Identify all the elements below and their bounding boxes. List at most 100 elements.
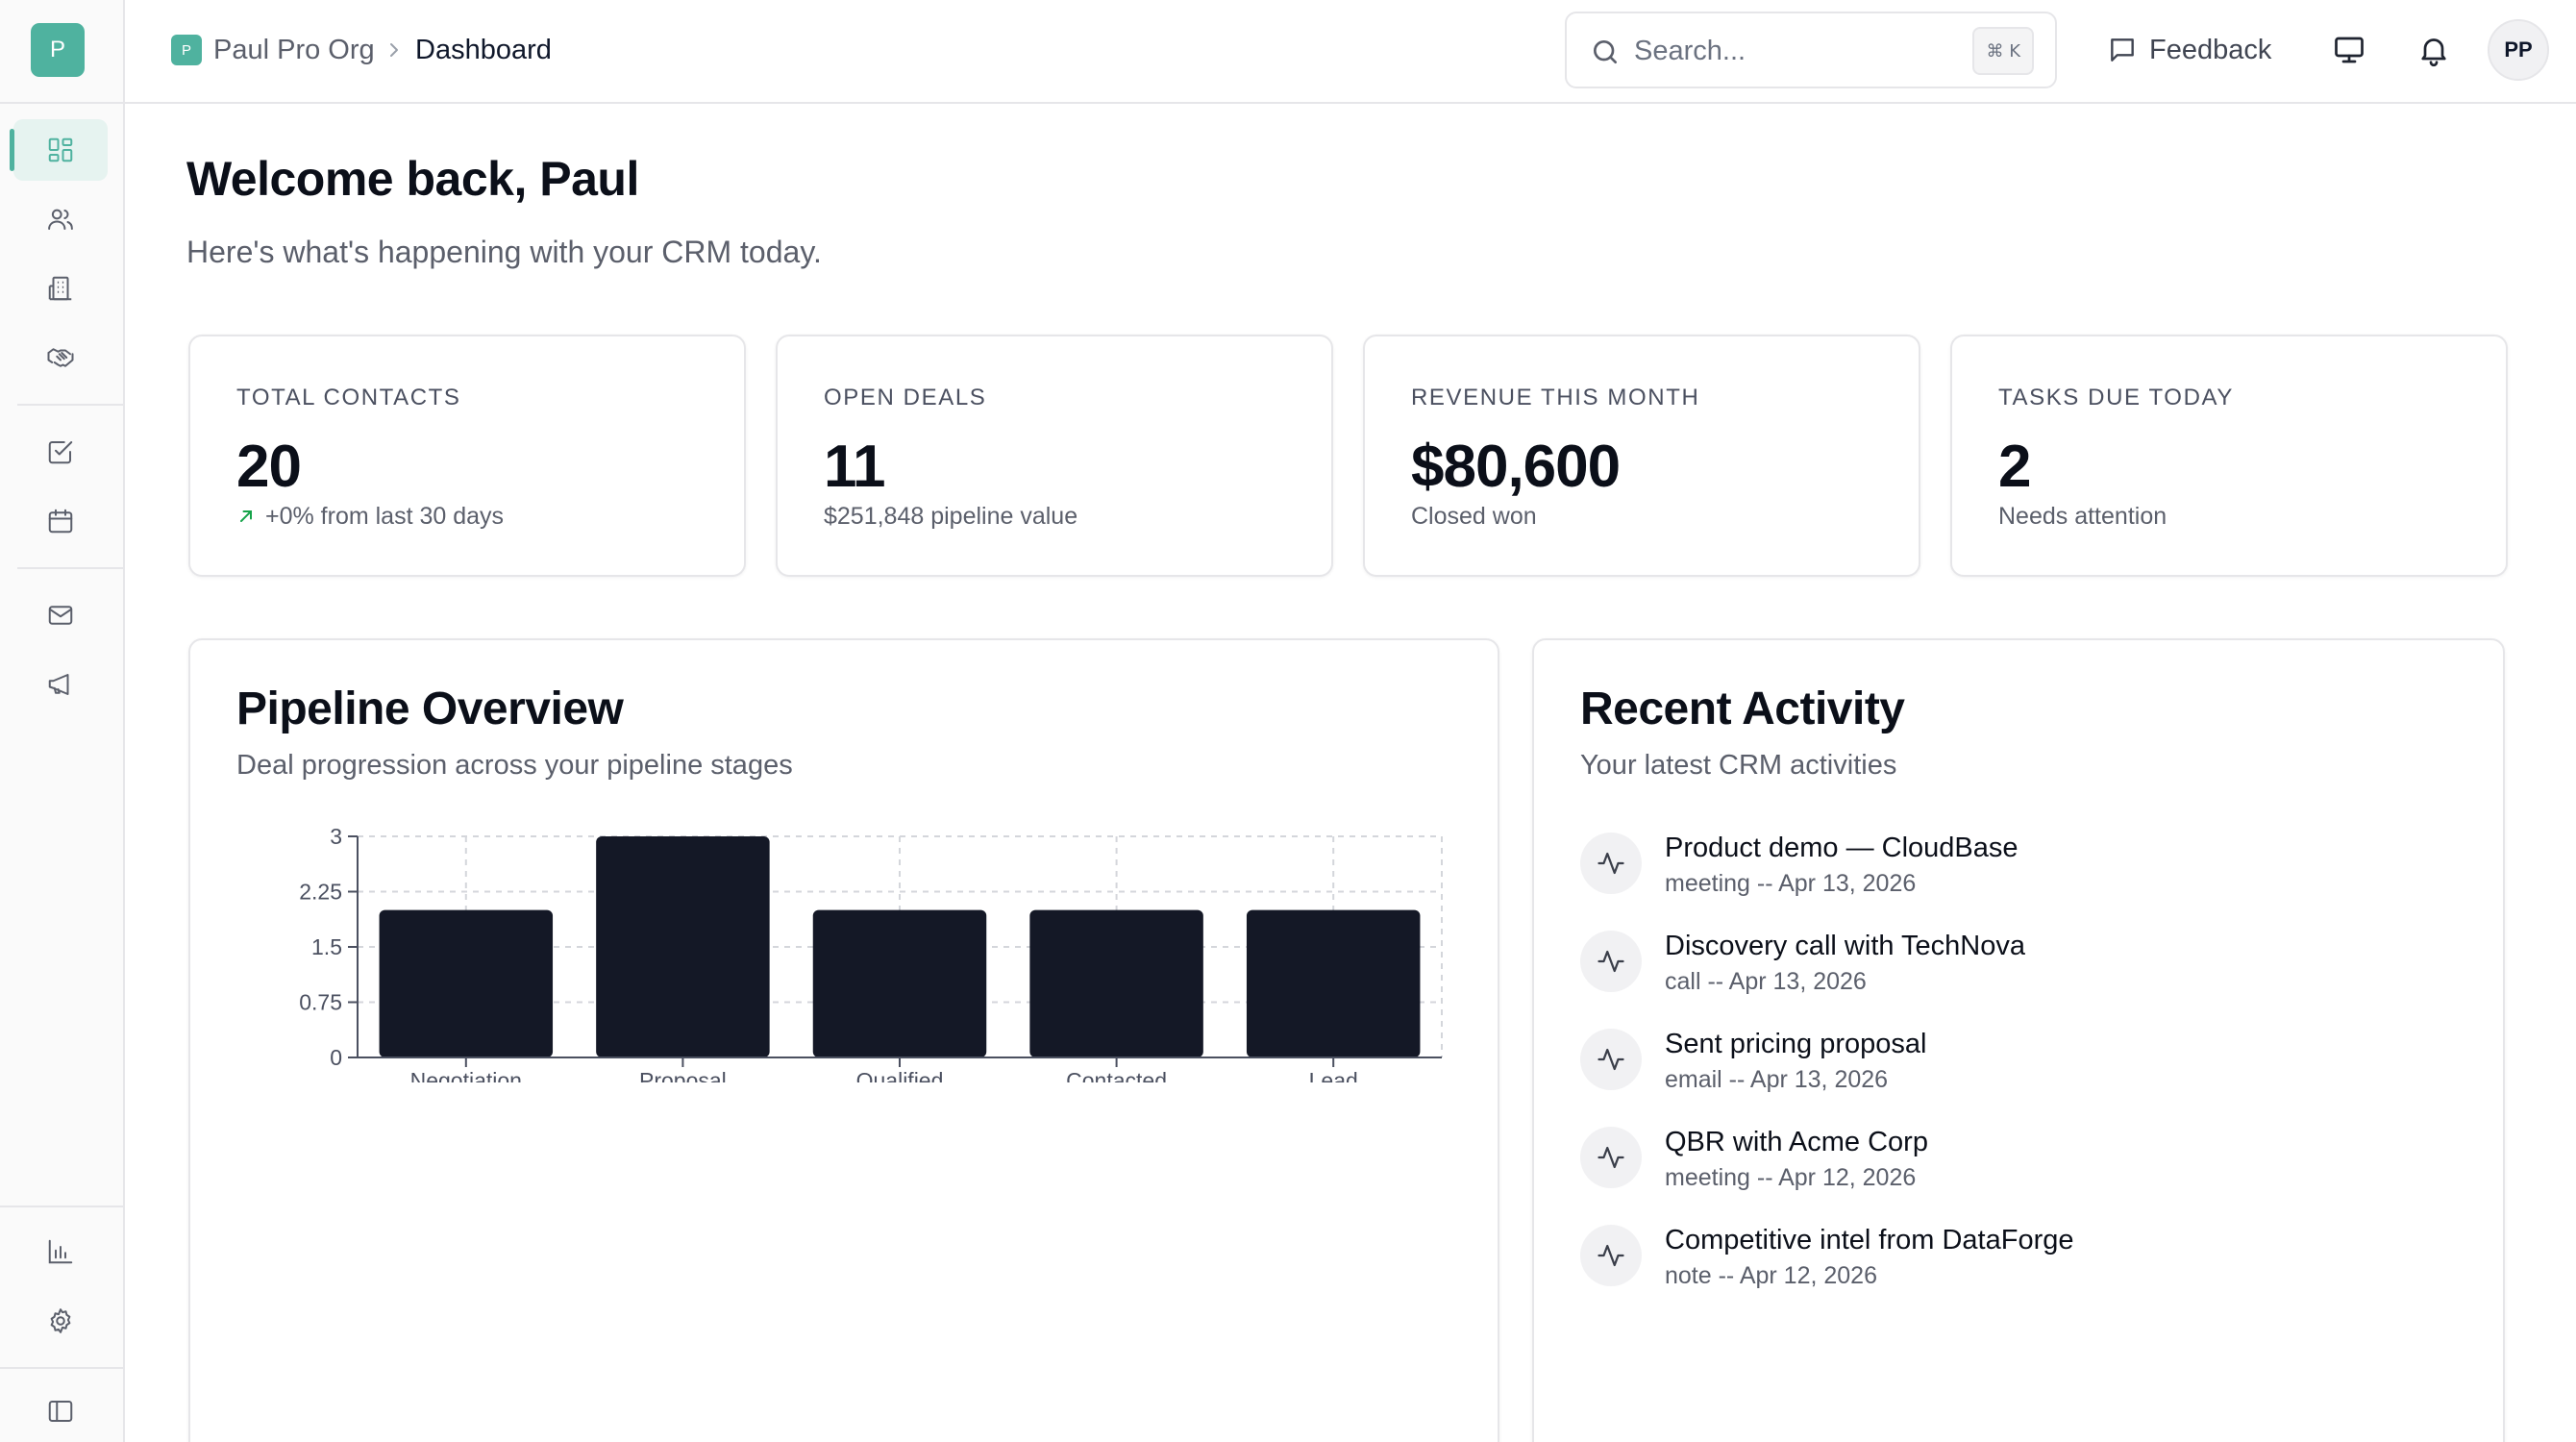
x-tick-label: Qualified xyxy=(856,1068,944,1082)
search-box[interactable]: ⌘ K xyxy=(1565,12,2057,88)
panel-title: Pipeline Overview xyxy=(236,684,624,734)
stat-value: 20 xyxy=(236,434,302,500)
reports-icon xyxy=(48,1239,73,1264)
activity-icon-wrap xyxy=(1580,1225,1642,1286)
pipeline-overview-panel: Pipeline Overview Deal progression acros… xyxy=(188,638,1499,1442)
stat-value: $80,600 xyxy=(1411,434,1621,500)
activity-pulse-icon xyxy=(1598,852,1624,875)
activity-item[interactable]: Product demo — CloudBase meeting -- Apr … xyxy=(1580,829,2445,907)
activity-icon-wrap xyxy=(1580,1127,1642,1188)
stat-label: REVENUE THIS MONTH xyxy=(1411,385,1700,410)
y-tick-label: 0.75 xyxy=(299,990,342,1015)
sidebar: P xyxy=(0,0,125,1442)
sidebar-item-settings[interactable] xyxy=(13,1290,108,1352)
bar-lead xyxy=(1246,909,1421,1057)
y-tick-label: 1.5 xyxy=(311,934,342,959)
dashboard-icon xyxy=(48,137,73,162)
stat-label: OPEN DEALS xyxy=(824,385,987,410)
sidebar-divider xyxy=(17,404,123,406)
sidebar-divider xyxy=(0,1206,125,1207)
stat-value: 2 xyxy=(1998,434,2031,500)
stat-note: +0% from last 30 days xyxy=(236,500,504,533)
activity-pulse-icon xyxy=(1598,1048,1624,1071)
stat-card-revenue-this-month: REVENUE THIS MONTH $80,600 Closed won xyxy=(1363,335,1920,577)
activity-icon-wrap xyxy=(1580,1029,1642,1090)
collapse-sidebar-button[interactable] xyxy=(13,1380,108,1442)
activity-item[interactable]: Competitive intel from DataForge note --… xyxy=(1580,1221,2445,1300)
breadcrumb-current-page: Dashboard xyxy=(415,35,552,65)
sidebar-item-calendar[interactable] xyxy=(13,490,108,552)
activity-title: Product demo — CloudBase xyxy=(1665,833,2019,863)
y-tick-label: 0 xyxy=(330,1045,342,1070)
y-tick-label: 2.25 xyxy=(299,880,342,905)
stat-note: Needs attention xyxy=(1998,503,2167,530)
bar-negotiation xyxy=(379,909,554,1057)
activity-meta: meeting -- Apr 12, 2026 xyxy=(1665,1164,1917,1191)
activity-icon-wrap xyxy=(1580,833,1642,894)
panel-subtitle: Your latest CRM activities xyxy=(1580,750,1897,781)
chevron-right-icon xyxy=(390,43,398,57)
activity-pulse-icon xyxy=(1598,1244,1624,1267)
sidebar-divider xyxy=(0,102,125,104)
sidebar-item-companies[interactable] xyxy=(13,258,108,319)
x-tick-label: Contacted xyxy=(1066,1068,1167,1082)
feedback-button[interactable]: Feedback xyxy=(2107,25,2271,75)
activity-title: Sent pricing proposal xyxy=(1665,1029,1927,1059)
top-bar: P Paul Pro Org Dashboard ⌘ K Feedback PP xyxy=(125,0,2576,104)
stat-value: 11 xyxy=(824,434,886,500)
stat-label: TASKS DUE TODAY xyxy=(1998,385,2234,410)
sidebar-divider xyxy=(17,567,123,569)
sidebar-divider xyxy=(0,1367,125,1369)
stat-note: Closed won xyxy=(1411,503,1537,530)
sidebar-item-tasks[interactable] xyxy=(13,421,108,483)
campaigns-icon xyxy=(48,674,69,695)
stat-card-total-contacts: TOTAL CONTACTS 20 +0% from last 30 days xyxy=(188,335,746,577)
sidebar-item-dashboard[interactable] xyxy=(10,119,108,181)
search-shortcut-hint: ⌘ K xyxy=(1972,27,2034,75)
bar-proposal xyxy=(596,836,770,1057)
sidebar-item-contacts[interactable] xyxy=(13,188,108,250)
activity-icon-wrap xyxy=(1580,931,1642,992)
stat-note: $251,848 pipeline value xyxy=(824,503,1078,530)
x-tick-label: Lead xyxy=(1309,1068,1358,1082)
settings-icon xyxy=(50,1308,71,1333)
activity-title: Discovery call with TechNova xyxy=(1665,931,2025,961)
recent-activity-panel: Recent Activity Your latest CRM activiti… xyxy=(1532,638,2505,1442)
sidebar-item-reports[interactable] xyxy=(13,1221,108,1282)
x-tick-label: Negotiation xyxy=(410,1068,522,1082)
page-subtitle: Here's what's happening with your CRM to… xyxy=(186,235,822,269)
collapse-sidebar-icon xyxy=(48,1401,73,1422)
deals-icon xyxy=(47,348,74,367)
sidebar-item-deals[interactable] xyxy=(13,327,108,388)
user-avatar[interactable]: PP xyxy=(2488,19,2549,81)
search-input[interactable] xyxy=(1634,31,1942,71)
breadcrumb-org-badge: P xyxy=(171,35,202,65)
stat-card-open-deals: OPEN DEALS 11 $251,848 pipeline value xyxy=(776,335,1333,577)
sidebar-item-email[interactable] xyxy=(13,584,108,646)
calendar-icon xyxy=(48,509,73,534)
activity-item[interactable]: Discovery call with TechNova call -- Apr… xyxy=(1580,927,2445,1006)
trend-up-icon xyxy=(240,510,252,522)
x-tick-label: Proposal xyxy=(639,1068,727,1082)
breadcrumb-org-link[interactable]: Paul Pro Org xyxy=(213,35,375,65)
bell-icon[interactable] xyxy=(2416,33,2451,67)
activity-meta: meeting -- Apr 13, 2026 xyxy=(1665,870,1917,897)
y-tick-label: 3 xyxy=(330,824,342,849)
activity-item[interactable]: Sent pricing proposal email -- Apr 13, 2… xyxy=(1580,1025,2445,1104)
sidebar-item-campaigns[interactable] xyxy=(13,654,108,715)
activity-meta: email -- Apr 13, 2026 xyxy=(1665,1066,1889,1093)
monitor-icon[interactable] xyxy=(2332,33,2366,67)
companies-icon xyxy=(48,276,72,301)
org-switcher[interactable]: P xyxy=(31,23,85,77)
activity-title: QBR with Acme Corp xyxy=(1665,1127,1928,1157)
search-icon xyxy=(1594,40,1617,63)
stat-note-text: +0% from last 30 days xyxy=(265,503,505,530)
stat-card-tasks-due-today: TASKS DUE TODAY 2 Needs attention xyxy=(1950,335,2508,577)
page-title: Welcome back, Paul xyxy=(186,152,639,206)
email-icon xyxy=(48,606,73,625)
bar-contacted xyxy=(1029,909,1203,1057)
activity-title: Competitive intel from DataForge xyxy=(1665,1225,2074,1256)
activity-item[interactable]: QBR with Acme Corp meeting -- Apr 12, 20… xyxy=(1580,1123,2445,1202)
feedback-label: Feedback xyxy=(2149,34,2272,65)
panel-subtitle: Deal progression across your pipeline st… xyxy=(236,750,793,781)
